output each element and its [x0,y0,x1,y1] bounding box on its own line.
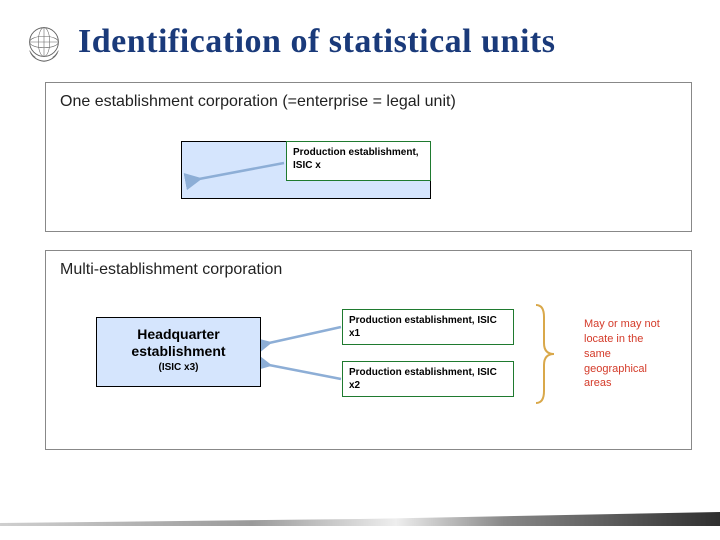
geographical-note: May or may not locate in the same geogra… [584,317,664,391]
production-box-single: Production establishment, ISIC x [286,141,431,181]
hq-title: Headquarter establishment [97,326,260,360]
grouping-bracket-icon [530,303,560,405]
production-box-x2-label: Production establishment, ISIC x2 [343,362,513,397]
panel-1-label: One establishment corporation (=enterpri… [46,83,691,111]
panel-2-label: Multi-establishment corporation [46,251,691,279]
production-box-x2: Production establishment, ISIC x2 [342,361,514,397]
page-title: Identification of statistical units [78,23,555,61]
un-logo-icon [20,18,68,66]
arrow-x2-to-hq [261,351,346,396]
panel-multi-establishment: Multi-establishment corporation Headquar… [45,250,692,450]
panel-single-establishment: One establishment corporation (=enterpri… [45,82,692,232]
production-box-single-label: Production establishment, ISIC x [287,142,430,177]
production-box-x1: Production establishment, ISIC x1 [342,309,514,345]
hq-box: Headquarter establishment (ISIC x3) [96,317,261,387]
production-box-x1-label: Production establishment, ISIC x1 [343,310,513,345]
footer-decoration [0,512,720,526]
arrow-production-to-enterprise [181,141,301,201]
header: Identification of statistical units [0,0,720,74]
hq-subtitle: (ISIC x3) [97,362,260,373]
arrow-x1-to-hq [261,309,346,354]
